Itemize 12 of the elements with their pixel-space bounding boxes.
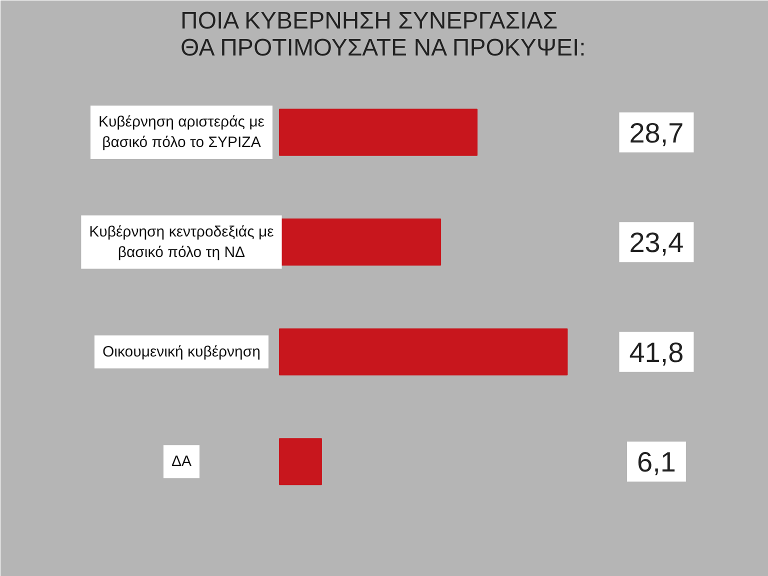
data-label: 28,7 (629, 117, 684, 148)
bar (278, 328, 568, 376)
y-tick-label: ΔΑ (171, 453, 192, 470)
data-label: 23,4 (629, 227, 684, 258)
y-tick-label: Κυβέρνηση αριστεράς με βασικό πόλο το ΣΥΡΙΖΑ (98, 114, 265, 152)
chart-title: ΠΟΙΑ ΚΥΒΕΡΝΗΣΗ ΣΥΝΕΡΓΑΣΙΑΣ ΘΑ ΠΡΟΤΙΜΟΥΣΑΤΕ ΝΑ ΠΡΟΚΥΨΕΙ: (180, 8, 586, 62)
y-tick-label: Οικουμενική κυβέρνηση (102, 343, 260, 360)
bar (278, 108, 478, 156)
y-tick-label: Κυβέρνηση κεντροδεξιάς με βασικό πόλο τη ΝΔ (89, 223, 274, 261)
data-label: 41,8 (629, 336, 684, 368)
bar (278, 438, 322, 486)
data-label: 6,1 (637, 446, 676, 478)
